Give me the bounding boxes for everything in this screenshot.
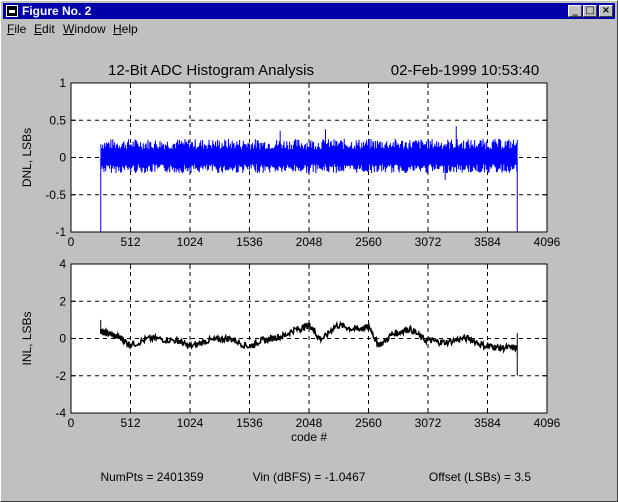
inl-y-axis-label: INL, LSBs [20, 311, 34, 365]
inl-x-tick-label: 0 [68, 416, 75, 430]
inl-axes: 0 512 1024 1536 2048 2560 3072 3584 4096 -4 -2 0 2 4 I… [20, 257, 561, 444]
inl-y-tick-label: 2 [59, 294, 66, 308]
dnl-y-tick-label: 0.5 [49, 113, 66, 127]
dnl-x-tick-label: 0 [68, 235, 75, 249]
inl-x-tick-label: 4096 [534, 416, 561, 430]
figure-title: 12-Bit ADC Histogram Analysis [108, 62, 314, 79]
dnl-y-tick-label: -0.5 [45, 188, 66, 202]
dnl-x-tick-label: 2560 [355, 235, 382, 249]
inl-x-tick-label: 512 [120, 416, 140, 430]
dnl-axes: 0 512 1024 1536 2048 2560 3072 3584 4096 -1 -0.5 0 0… [20, 76, 561, 249]
vin-label: Vin (dBFS) = -1.0467 [253, 470, 366, 484]
dnl-x-tick-label: 512 [120, 235, 140, 249]
dnl-x-tick-label: 3072 [415, 235, 442, 249]
inl-x-tick-label: 3584 [474, 416, 501, 430]
inl-x-tick-label: 2560 [355, 416, 382, 430]
dnl-x-tick-label: 1536 [236, 235, 263, 249]
dnl-y-tick-label: 0 [59, 151, 66, 165]
inl-x-tick-label: 2048 [296, 416, 323, 430]
inl-y-tick-label: -4 [55, 406, 66, 420]
inl-x-tick-label: 3072 [415, 416, 442, 430]
inl-x-axis-label: code # [291, 430, 327, 444]
numpts-label: NumPts = 2401359 [100, 470, 203, 484]
figure-timestamp: 02-Feb-1999 10:53:40 [391, 62, 539, 79]
dnl-y-tick-label: 1 [59, 76, 66, 90]
offset-label: Offset (LSBs) = 3.5 [429, 470, 531, 484]
inl-x-tick-label: 1536 [236, 416, 263, 430]
dnl-x-tick-label: 4096 [534, 235, 561, 249]
dnl-x-tick-label: 1024 [177, 235, 204, 249]
inl-x-tick-label: 1024 [177, 416, 204, 430]
inl-y-tick-label: 0 [59, 332, 66, 346]
dnl-x-tick-label: 2048 [296, 235, 323, 249]
inl-y-tick-label: -2 [55, 369, 66, 383]
dnl-x-tick-label: 3584 [474, 235, 501, 249]
dnl-y-tick-label: -1 [55, 225, 66, 239]
dnl-y-axis-label: DNL, LSBs [20, 128, 34, 187]
inl-y-tick-label: 4 [59, 257, 66, 271]
